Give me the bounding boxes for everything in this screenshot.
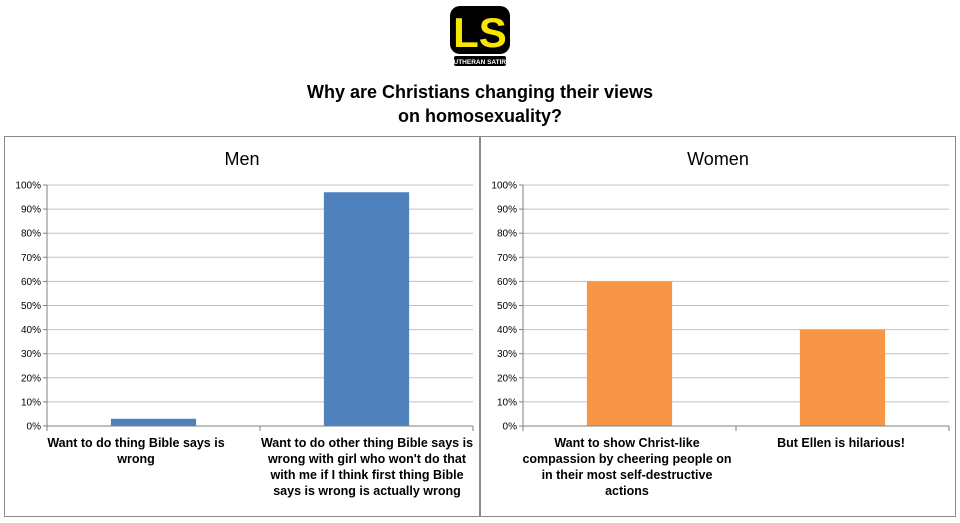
- women-y-tick-label: 100%: [491, 181, 517, 192]
- men-bar-chart: 0% 10% 20% 30% 40% 50% 60% 70% 80% 90% 100%: [15, 181, 474, 433]
- men-y-tick-label: 90%: [21, 205, 41, 216]
- women-chart-title: Women: [687, 149, 749, 169]
- women-bar-1: [586, 281, 673, 426]
- men-bar-1: [110, 418, 197, 426]
- women-y-tick-label: 0%: [503, 422, 518, 433]
- women-y-tick-label: 10%: [497, 397, 517, 408]
- women-y-tick-label: 90%: [497, 205, 517, 216]
- men-y-tick-label: 20%: [21, 373, 41, 384]
- women-y-tick-label: 50%: [497, 301, 517, 312]
- chart-main-title: Why are Christians changing their views …: [0, 80, 960, 128]
- logo-letters: LS: [453, 9, 507, 56]
- men-y-tick-label: 60%: [21, 277, 41, 288]
- women-bar-chart: 0% 10% 20% 30% 40% 50% 60% 70% 80% 90% 100%: [491, 181, 950, 433]
- men-category-label-2: Want to do other thing Bible says is wro…: [260, 436, 474, 498]
- women-y-tick-label: 30%: [497, 349, 517, 360]
- women-category-label-1: Want to show Christ-like compassion by c…: [522, 436, 732, 498]
- women-bar-2: [799, 329, 886, 426]
- men-y-tick-label: 100%: [15, 181, 41, 192]
- men-chart-title: Men: [224, 149, 260, 169]
- women-y-tick-label: 20%: [497, 373, 517, 384]
- men-category-label-1: Want to do thing Bible says is wrong: [47, 436, 225, 466]
- men-y-tick-label: 50%: [21, 301, 41, 312]
- men-y-tick-label: 10%: [21, 397, 41, 408]
- women-y-tick-label: 70%: [497, 253, 517, 264]
- men-bar-2: [323, 192, 410, 426]
- men-y-tick-label: 70%: [21, 253, 41, 264]
- main-title-line-2: on homosexuality?: [397, 106, 563, 126]
- main-title-line-1: Why are Christians changing their views: [306, 82, 654, 102]
- women-category-label-2: But Ellen is hilarious!: [777, 436, 905, 450]
- men-y-tick-label: 40%: [21, 325, 41, 336]
- men-y-tick-label: 0%: [27, 422, 42, 433]
- women-chart-panel: 0% 10% 20% 30% 40% 50% 60% 70% 80% 90% 100% Women …: [480, 136, 956, 517]
- lutheran-satire-logo: LS LUTHERAN SATIRE: [444, 4, 516, 70]
- men-y-tick-label: 30%: [21, 349, 41, 360]
- men-chart-panel: 0% 10% 20% 30% 40% 50% 60% 70% 80% 90% 100% Men Wa…: [4, 136, 480, 517]
- women-y-tick-label: 40%: [497, 325, 517, 336]
- logo-tagline: LUTHERAN SATIRE: [450, 59, 512, 66]
- women-y-tick-label: 60%: [497, 277, 517, 288]
- men-y-tick-label: 80%: [21, 229, 41, 240]
- women-y-tick-label: 80%: [497, 229, 517, 240]
